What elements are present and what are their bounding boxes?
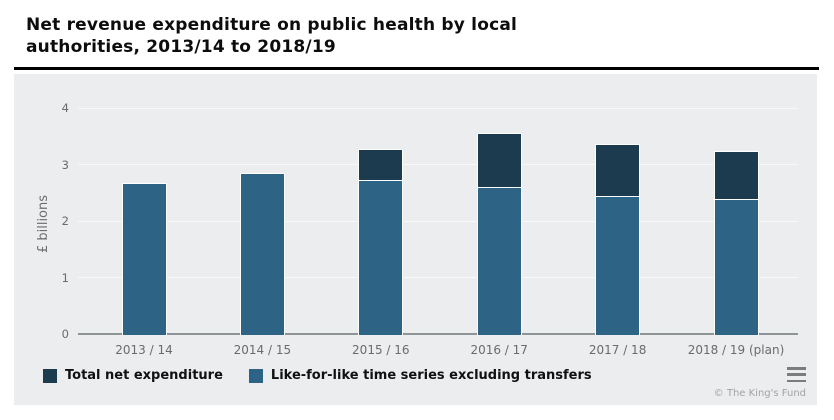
chart-title: Net revenue expenditure on public health…	[26, 15, 518, 58]
bar-segment-like-for-like[interactable]	[121, 183, 167, 335]
bar-segment-total[interactable]	[358, 149, 404, 181]
legend-swatch-total-icon	[43, 368, 57, 383]
bar-segment-total[interactable]	[595, 143, 641, 197]
y-tick-label: 3	[61, 157, 69, 172]
legend-item-like-for-like: Like-for-like time series excluding tran…	[248, 368, 592, 383]
gridline	[78, 164, 798, 166]
x-tick-label: 2014 / 15	[233, 343, 292, 357]
legend-label-total: Total net expenditure	[65, 368, 223, 383]
legend: Total net expenditure Like-for-like time…	[43, 368, 592, 383]
y-tick-label: 0	[61, 327, 69, 341]
x-tick-label: 2013 / 14	[115, 343, 173, 357]
y-tick-label: 1	[61, 270, 69, 285]
plot-area: 0 1 2 3 4 2013 / 14 2014 / 15 2015 / 16 2016 / 1…	[14, 74, 817, 405]
bar-segment-like-for-like[interactable]	[476, 187, 522, 335]
title-divider	[14, 67, 819, 70]
hamburger-menu-icon[interactable]	[787, 367, 806, 382]
bar-segment-like-for-like[interactable]	[358, 180, 404, 335]
credit-text: © The King's Fund	[713, 388, 806, 399]
x-axis-line	[78, 333, 798, 335]
x-tick-label: 2015 / 16	[352, 343, 410, 357]
legend-label-like-for-like: Like-for-like time series excluding tran…	[270, 368, 592, 383]
bar-segment-total[interactable]	[713, 150, 759, 199]
bar-segment-total[interactable]	[476, 133, 522, 188]
gridline	[78, 107, 798, 109]
y-tick-label: 4	[61, 101, 69, 116]
bar-segment-like-for-like[interactable]	[595, 196, 641, 335]
x-tick-label: 2016 / 17	[470, 343, 528, 357]
legend-item-total-net-expenditure: Total net expenditure	[43, 368, 223, 383]
gridline	[78, 220, 798, 222]
y-tick-label: 2	[61, 214, 69, 229]
x-tick-label: 2018 / 19 (plan)	[687, 343, 785, 357]
chart-panel: £ billions 0 1 2 3 4 2013 / 14 2014 / 15 2015 /…	[14, 74, 817, 405]
legend-swatch-like-for-like-icon	[248, 368, 263, 383]
bar-segment-like-for-like[interactable]	[239, 172, 285, 335]
bar-segment-like-for-like[interactable]	[713, 198, 759, 335]
x-tick-label: 2017 / 18	[588, 343, 647, 357]
gridline	[78, 277, 798, 279]
